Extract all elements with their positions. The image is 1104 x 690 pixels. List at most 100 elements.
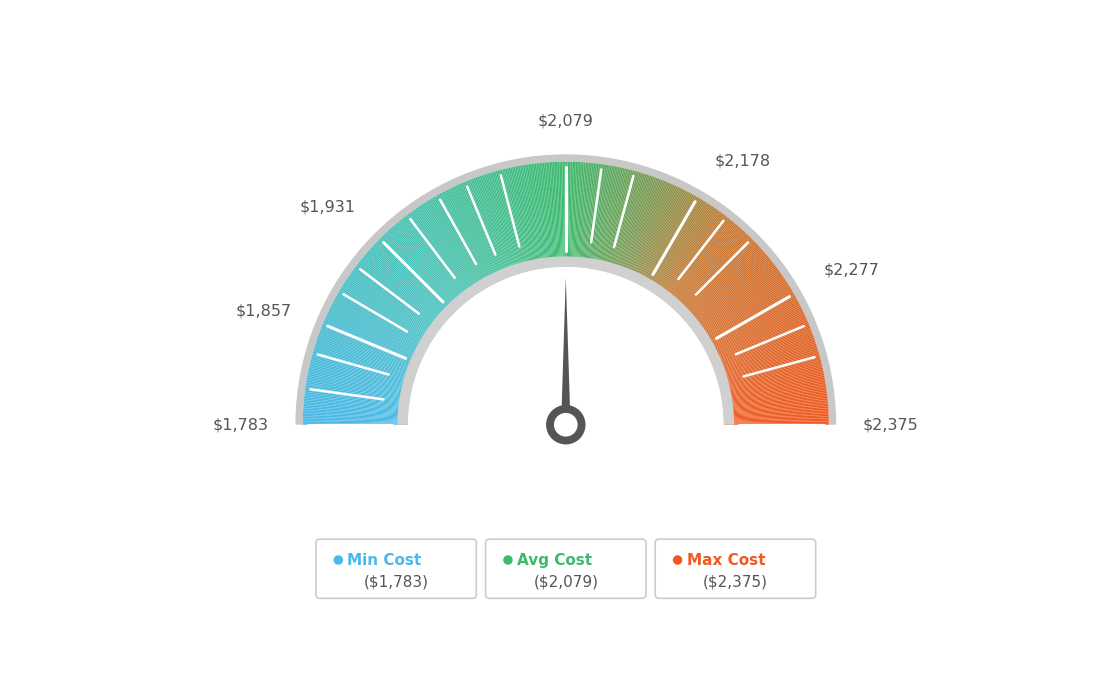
Wedge shape (723, 417, 829, 421)
Wedge shape (454, 186, 499, 282)
Wedge shape (597, 167, 620, 270)
Wedge shape (352, 270, 438, 333)
Wedge shape (659, 212, 722, 297)
Wedge shape (420, 206, 479, 294)
Wedge shape (710, 319, 807, 362)
Wedge shape (418, 206, 478, 294)
Wedge shape (465, 181, 506, 279)
Wedge shape (414, 209, 476, 296)
Wedge shape (411, 211, 474, 297)
Wedge shape (697, 277, 784, 337)
Wedge shape (528, 164, 544, 268)
Wedge shape (318, 335, 417, 372)
Wedge shape (341, 286, 432, 343)
Wedge shape (302, 423, 408, 425)
Wedge shape (448, 189, 496, 284)
Wedge shape (723, 400, 828, 411)
Wedge shape (314, 350, 414, 381)
Wedge shape (571, 162, 575, 267)
Wedge shape (486, 174, 519, 275)
FancyBboxPatch shape (316, 539, 476, 598)
Wedge shape (712, 326, 810, 366)
Wedge shape (708, 308, 803, 356)
Wedge shape (723, 410, 828, 417)
Wedge shape (497, 170, 526, 273)
Wedge shape (533, 164, 546, 268)
Wedge shape (721, 379, 825, 398)
Wedge shape (509, 168, 532, 270)
Wedge shape (688, 257, 769, 325)
Wedge shape (353, 269, 438, 332)
Wedge shape (304, 405, 408, 414)
Wedge shape (701, 289, 793, 344)
Wedge shape (719, 361, 821, 387)
Text: $2,079: $2,079 (538, 113, 594, 128)
Wedge shape (556, 162, 561, 267)
Wedge shape (679, 242, 756, 316)
Wedge shape (369, 250, 448, 320)
Wedge shape (576, 162, 585, 267)
Wedge shape (718, 355, 819, 384)
Wedge shape (330, 307, 425, 355)
Wedge shape (657, 210, 719, 297)
Wedge shape (705, 301, 798, 351)
Wedge shape (331, 304, 426, 353)
Wedge shape (716, 345, 817, 378)
Wedge shape (463, 182, 505, 279)
Wedge shape (696, 274, 783, 335)
Wedge shape (500, 170, 528, 272)
Wedge shape (683, 248, 762, 319)
Wedge shape (633, 186, 678, 282)
Wedge shape (575, 162, 582, 267)
Wedge shape (602, 168, 626, 271)
Wedge shape (627, 182, 669, 279)
Wedge shape (310, 362, 413, 388)
Wedge shape (466, 181, 507, 279)
Wedge shape (687, 256, 768, 324)
Wedge shape (709, 313, 805, 358)
Wedge shape (698, 279, 786, 339)
Wedge shape (598, 168, 622, 270)
Wedge shape (686, 253, 766, 323)
Wedge shape (317, 339, 416, 374)
Wedge shape (681, 246, 760, 318)
Wedge shape (491, 172, 522, 273)
Wedge shape (723, 403, 828, 413)
Wedge shape (609, 172, 639, 273)
Wedge shape (649, 201, 705, 291)
Wedge shape (722, 382, 826, 400)
Wedge shape (327, 314, 423, 359)
Wedge shape (720, 366, 822, 391)
Wedge shape (712, 325, 809, 366)
Wedge shape (591, 165, 608, 269)
Wedge shape (672, 230, 744, 309)
Wedge shape (403, 217, 469, 301)
Wedge shape (722, 385, 826, 402)
Wedge shape (570, 161, 574, 267)
Wedge shape (506, 168, 530, 271)
Wedge shape (458, 184, 502, 281)
Wedge shape (312, 353, 414, 383)
Wedge shape (584, 164, 597, 268)
Wedge shape (723, 406, 828, 415)
Wedge shape (331, 305, 425, 354)
Wedge shape (637, 190, 686, 284)
Wedge shape (614, 174, 647, 275)
Wedge shape (702, 293, 794, 346)
Wedge shape (624, 180, 665, 278)
Wedge shape (654, 206, 713, 294)
Wedge shape (553, 162, 559, 267)
Wedge shape (606, 170, 635, 273)
Wedge shape (374, 244, 452, 317)
Wedge shape (534, 164, 548, 268)
Wedge shape (593, 166, 612, 269)
Wedge shape (634, 188, 681, 283)
Wedge shape (719, 362, 821, 388)
Wedge shape (607, 171, 636, 273)
Wedge shape (424, 203, 481, 292)
Wedge shape (718, 351, 819, 382)
Wedge shape (408, 213, 473, 298)
Wedge shape (682, 247, 761, 319)
Wedge shape (585, 164, 601, 268)
Wedge shape (702, 294, 795, 347)
